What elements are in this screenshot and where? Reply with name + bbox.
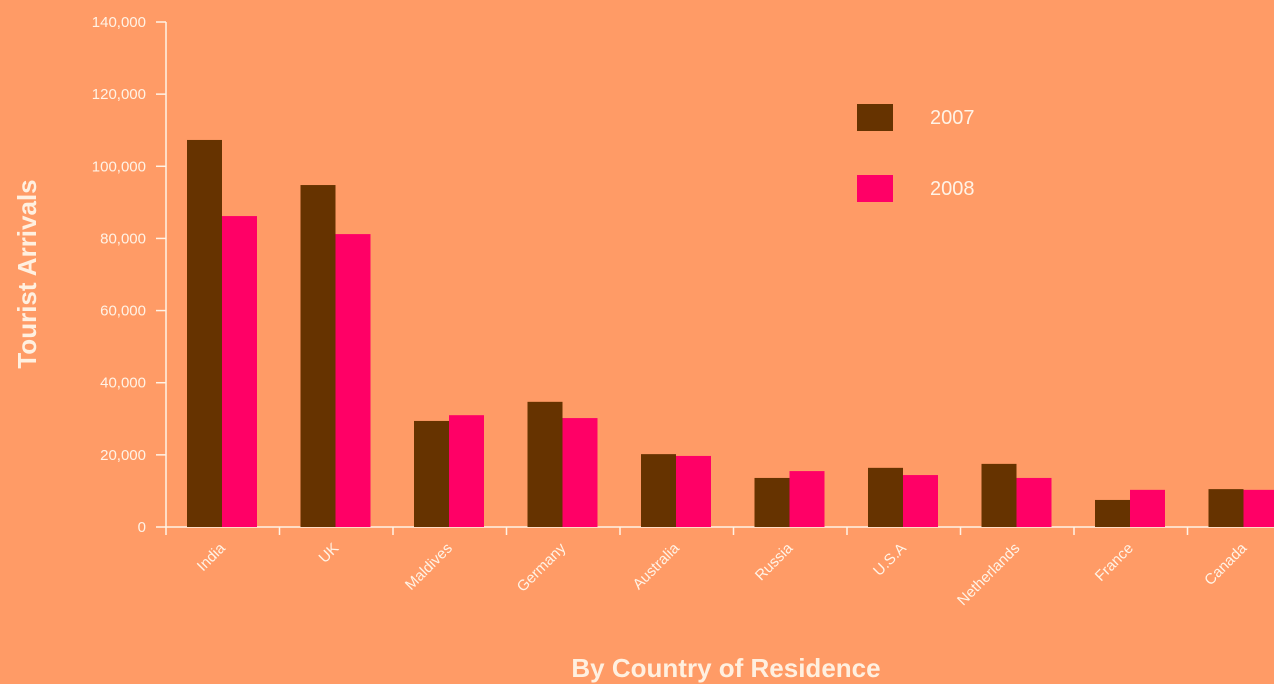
bar [300, 185, 336, 528]
bar [1243, 489, 1274, 527]
legend-label: 2008 [930, 178, 975, 200]
bar [754, 477, 790, 527]
y-tick-label: 60,000 [100, 303, 146, 320]
bar [1208, 489, 1244, 527]
bar [527, 401, 563, 527]
bar [676, 455, 711, 527]
bar [187, 139, 222, 528]
y-tick-label: 140,000 [92, 14, 146, 31]
y-tick-label: 100,000 [92, 158, 146, 175]
bar [1016, 477, 1052, 527]
bar [903, 475, 938, 527]
bar [868, 467, 903, 527]
x-axis-title: By Country of Residence [571, 653, 880, 683]
y-tick-label: 20,000 [100, 447, 146, 464]
bar [335, 234, 371, 527]
legend-swatch [857, 175, 893, 202]
y-tick-label: 80,000 [100, 230, 146, 247]
bar [1130, 489, 1165, 527]
bar [222, 216, 257, 528]
bar [414, 420, 449, 527]
bar [449, 415, 484, 527]
bar [789, 471, 825, 527]
bar [562, 418, 598, 527]
y-tick-label: 0 [138, 519, 146, 536]
y-tick-label: 120,000 [92, 86, 146, 103]
legend-label: 2007 [930, 107, 975, 129]
y-tick-label: 40,000 [100, 375, 146, 392]
bar [641, 454, 676, 527]
bar [981, 463, 1017, 527]
legend-swatch [857, 104, 893, 131]
bar [1095, 499, 1130, 527]
y-axis-title: Tourist Arrivals [12, 179, 42, 368]
